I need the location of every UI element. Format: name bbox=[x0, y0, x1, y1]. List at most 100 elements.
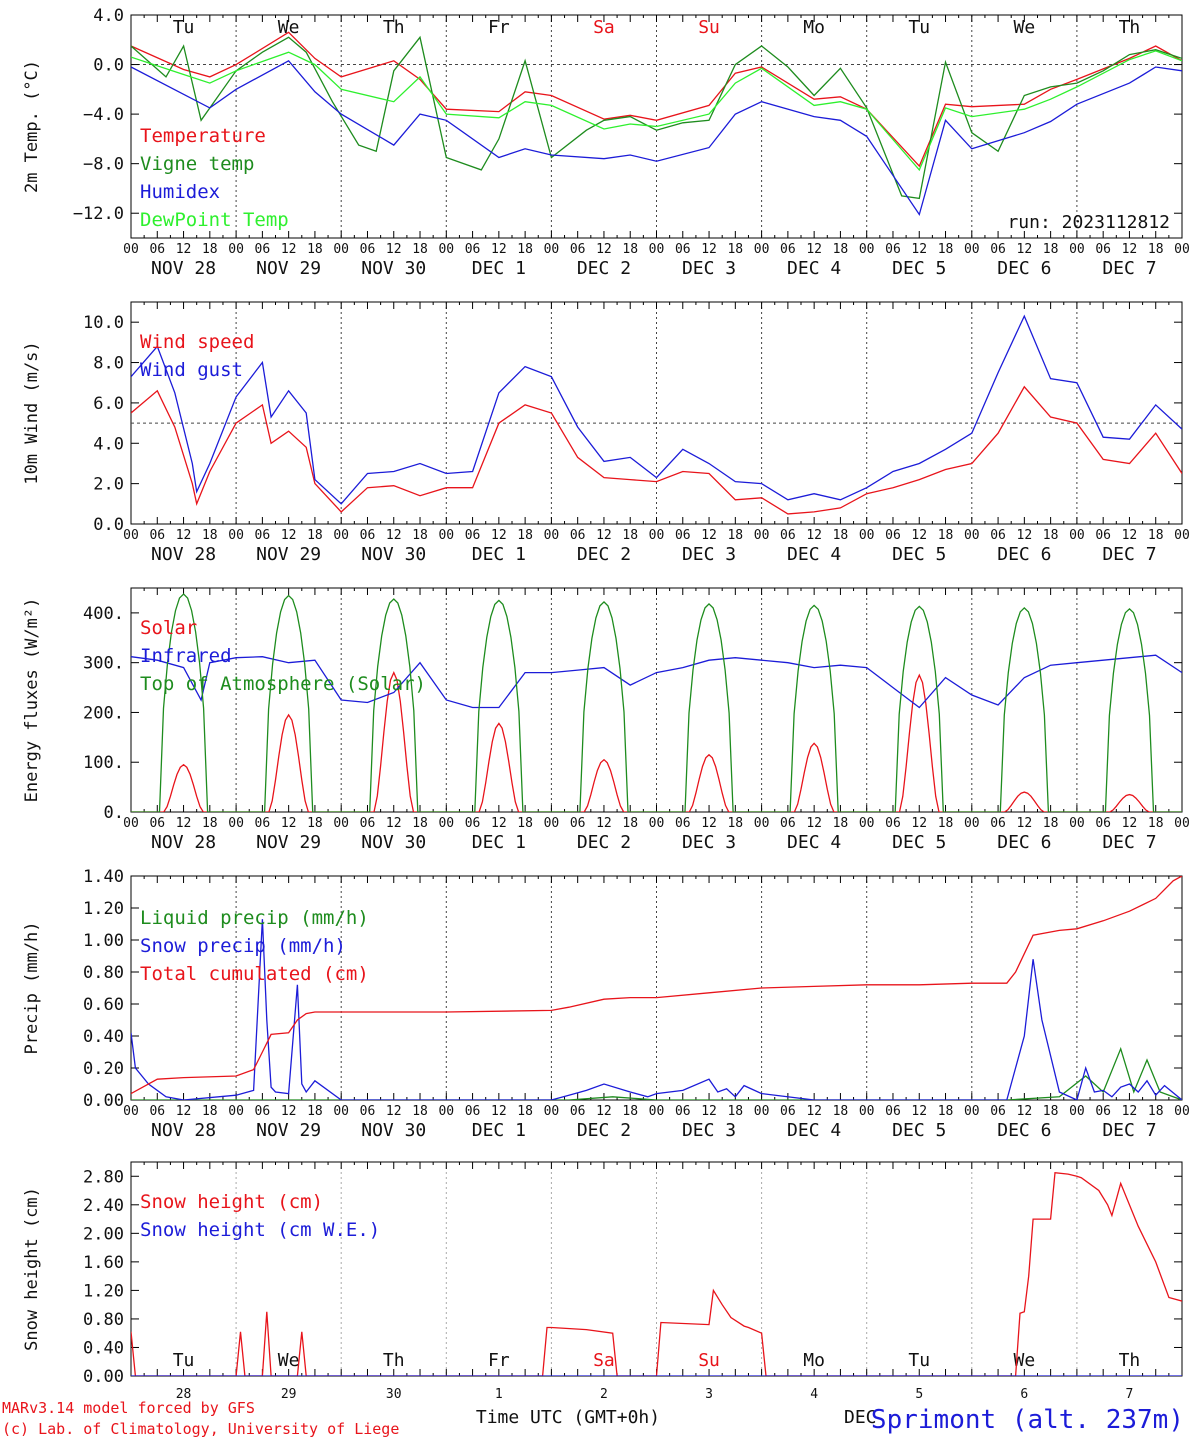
x-hour-label: 06 bbox=[255, 242, 271, 257]
x-hour-label: 12 bbox=[491, 1104, 507, 1119]
y-tick-label: 2.40 bbox=[83, 1196, 124, 1216]
x-hour-label: 00 bbox=[649, 528, 665, 543]
x-date-label: NOV 28 bbox=[151, 1120, 216, 1141]
x-hour-label: 18 bbox=[412, 816, 428, 831]
x-day-number: 2 bbox=[600, 1387, 608, 1402]
x-hour-label: 00 bbox=[438, 528, 454, 543]
legend-entry: Snow height (cm W.E.) bbox=[140, 1219, 380, 1241]
weekday-label: Th bbox=[383, 1350, 405, 1371]
x-date-label: NOV 29 bbox=[256, 832, 321, 853]
weekday-label: We bbox=[278, 17, 300, 38]
x-hour-label: 12 bbox=[1017, 242, 1033, 257]
x-hour-label: 06 bbox=[990, 816, 1006, 831]
x-hour-label: 18 bbox=[622, 816, 638, 831]
x-hour-label: 00 bbox=[544, 242, 560, 257]
legend-entry: Snow height (cm) bbox=[140, 1191, 323, 1213]
x-hour-label: 18 bbox=[727, 816, 743, 831]
weekday-label: Su bbox=[698, 1350, 720, 1371]
x-hour-label: 12 bbox=[491, 528, 507, 543]
x-hour-label: 00 bbox=[649, 816, 665, 831]
x-hour-label: 12 bbox=[911, 1104, 927, 1119]
x-hour-label: 18 bbox=[517, 1104, 533, 1119]
legend-entry: Liquid precip (mm/h) bbox=[140, 907, 369, 929]
x-hour-label: 06 bbox=[360, 528, 376, 543]
x-hour-label: 18 bbox=[622, 528, 638, 543]
y-tick-label: −4.0 bbox=[83, 105, 124, 125]
x-hour-label: 06 bbox=[149, 1104, 165, 1119]
x-hour-label: 00 bbox=[228, 242, 244, 257]
x-day-number: 29 bbox=[281, 1387, 297, 1402]
legend-entry: Snow precip (mm/h) bbox=[140, 935, 346, 957]
x-date-label: DEC 5 bbox=[892, 544, 946, 565]
x-hour-label: 06 bbox=[990, 1104, 1006, 1119]
x-hour-label: 18 bbox=[307, 528, 323, 543]
x-date-label: DEC 4 bbox=[787, 544, 841, 565]
x-date-label: DEC 2 bbox=[577, 544, 631, 565]
x-date-label: DEC 2 bbox=[577, 258, 631, 279]
series-line bbox=[131, 654, 1182, 709]
x-hour-label: 18 bbox=[1043, 816, 1059, 831]
x-date-label: DEC 6 bbox=[997, 544, 1051, 565]
x-hour-label: 18 bbox=[833, 1104, 849, 1119]
legend-entry: Wind gust bbox=[140, 359, 243, 381]
x-hour-label: 06 bbox=[1095, 242, 1111, 257]
x-hour-label: 18 bbox=[1148, 242, 1164, 257]
x-hour-label: 12 bbox=[806, 1104, 822, 1119]
x-hour-label: 00 bbox=[333, 528, 349, 543]
x-hour-label: 12 bbox=[386, 242, 402, 257]
x-hour-label: 18 bbox=[1148, 528, 1164, 543]
x-hour-label: 12 bbox=[1122, 528, 1138, 543]
x-hour-label: 06 bbox=[570, 1104, 586, 1119]
x-hour-label: 12 bbox=[281, 242, 297, 257]
y-tick-label: 0. bbox=[104, 803, 124, 823]
location-label: Sprimont (alt. 237m) bbox=[871, 1405, 1184, 1435]
weekday-label: Sa bbox=[593, 17, 615, 38]
x-hour-label: 06 bbox=[149, 528, 165, 543]
x-day-number: 1 bbox=[495, 1387, 503, 1402]
x-hour-label: 12 bbox=[491, 816, 507, 831]
x-hour-label: 00 bbox=[859, 816, 875, 831]
x-hour-label: 06 bbox=[675, 1104, 691, 1119]
x-day-number: 7 bbox=[1126, 1387, 1134, 1402]
x-hour-label: 12 bbox=[596, 528, 612, 543]
x-day-number: 4 bbox=[810, 1387, 818, 1402]
weekday-label: We bbox=[1014, 1350, 1036, 1371]
x-day-number: 3 bbox=[705, 1387, 713, 1402]
legend-entry: Top of Atmosphere (Solar) bbox=[140, 673, 426, 695]
x-hour-label: 12 bbox=[911, 528, 927, 543]
x-hour-label: 06 bbox=[570, 528, 586, 543]
y-tick-label: 4.0 bbox=[93, 434, 124, 454]
x-hour-label: 06 bbox=[675, 528, 691, 543]
legend-entry: Humidex bbox=[140, 181, 220, 203]
x-hour-label: 12 bbox=[911, 242, 927, 257]
x-date-label: DEC 1 bbox=[472, 258, 526, 279]
x-date-label: DEC 1 bbox=[472, 832, 526, 853]
x-hour-label: 00 bbox=[544, 1104, 560, 1119]
x-hour-label: 00 bbox=[1174, 816, 1190, 831]
x-hour-label: 18 bbox=[412, 242, 428, 257]
weekday-label: Tu bbox=[173, 17, 195, 38]
x-date-label: NOV 28 bbox=[151, 832, 216, 853]
x-hour-label: 00 bbox=[1069, 242, 1085, 257]
x-hour-label: 18 bbox=[307, 242, 323, 257]
run-annotation: run: 2023112812 bbox=[1007, 212, 1170, 233]
x-hour-label: 00 bbox=[123, 528, 139, 543]
x-date-label: DEC 4 bbox=[787, 258, 841, 279]
x-hour-label: 00 bbox=[228, 1104, 244, 1119]
overlap-text: DEC bbox=[844, 1407, 877, 1428]
weekday-label: Su bbox=[698, 17, 720, 38]
x-date-label: NOV 29 bbox=[256, 1120, 321, 1141]
weekday-label: Th bbox=[1119, 17, 1141, 38]
x-date-label: DEC 2 bbox=[577, 832, 631, 853]
weekday-label: Sa bbox=[593, 1350, 615, 1371]
x-hour-label: 00 bbox=[438, 1104, 454, 1119]
legend-entry: Wind speed bbox=[140, 331, 254, 353]
series-line bbox=[131, 670, 1182, 812]
x-date-label: DEC 7 bbox=[1102, 258, 1156, 279]
x-hour-label: 12 bbox=[176, 1104, 192, 1119]
x-hour-label: 12 bbox=[281, 528, 297, 543]
x-hour-label: 06 bbox=[149, 242, 165, 257]
x-hour-label: 18 bbox=[833, 816, 849, 831]
x-hour-label: 00 bbox=[333, 1104, 349, 1119]
x-hour-label: 18 bbox=[833, 528, 849, 543]
